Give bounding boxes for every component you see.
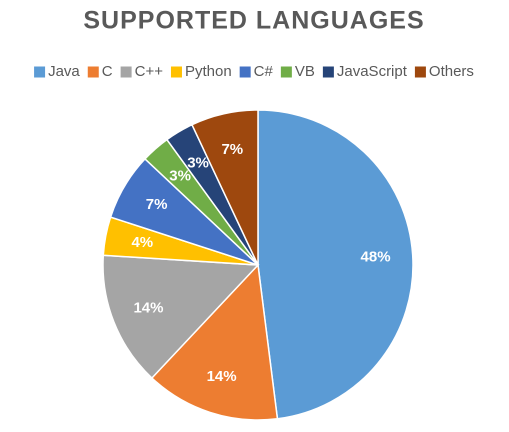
legend-swatch <box>239 66 251 78</box>
pie-slice <box>150 263 279 421</box>
legend-label: C++ <box>135 63 164 80</box>
legend-swatch <box>120 66 132 78</box>
legend-item: Others <box>414 63 474 80</box>
data-label: 7% <box>146 196 168 213</box>
pie: 48%14%14%4%7%3%3%7% <box>102 109 414 421</box>
legend-swatch <box>414 66 426 78</box>
pie-slice <box>102 254 260 380</box>
data-label: 14% <box>133 299 163 316</box>
legend-item: C <box>87 63 113 80</box>
data-label: 3% <box>169 168 191 185</box>
legend-item: Java <box>34 63 80 80</box>
legend-item: C# <box>239 63 274 80</box>
pie-slice <box>191 109 259 266</box>
legend: Java C C++ Python C# VB JavaScript Others <box>34 63 474 80</box>
data-label: 7% <box>221 141 243 158</box>
legend-label: JavaScript <box>337 63 408 80</box>
legend-item: Python <box>170 63 232 80</box>
legend-item: C++ <box>120 63 164 80</box>
legend-swatch <box>87 66 99 78</box>
data-label: 48% <box>361 249 391 266</box>
data-label: 3% <box>187 155 209 172</box>
data-label: 4% <box>131 234 153 251</box>
legend-item: JavaScript <box>322 63 408 80</box>
chart-title: SUPPORTED LANGUAGES <box>83 7 424 35</box>
legend-label: Python <box>185 63 232 80</box>
legend-item: VB <box>280 63 315 80</box>
legend-swatch <box>170 66 182 78</box>
legend-label: C# <box>254 63 274 80</box>
legend-label: Others <box>429 63 474 80</box>
legend-label: VB <box>295 63 315 80</box>
legend-swatch <box>280 66 292 78</box>
legend-swatch <box>34 66 46 78</box>
legend-label: Java <box>48 63 80 80</box>
pie-slice <box>257 109 414 420</box>
legend-swatch <box>322 66 334 78</box>
legend-label: C <box>102 63 113 80</box>
data-label: 14% <box>207 368 237 385</box>
